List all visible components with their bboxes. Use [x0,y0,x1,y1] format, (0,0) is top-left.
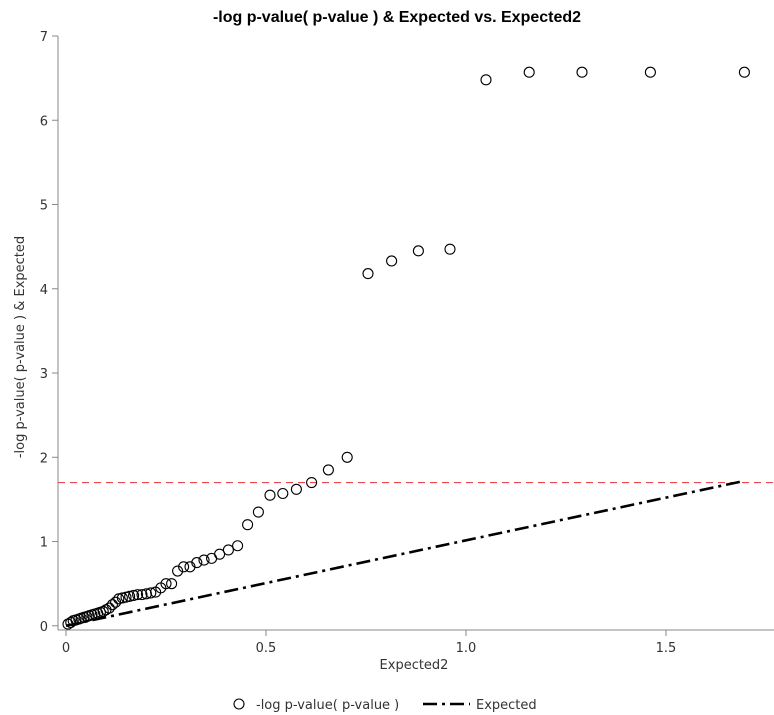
data-point [277,487,289,500]
data-point [124,590,136,602]
y-tick-label: 4 [40,283,48,298]
data-point [160,578,172,590]
data-point [132,589,144,601]
data-point [644,66,656,78]
data-point [198,554,210,566]
y-tick-label: 5 [40,199,48,214]
x-tick-label: 1.5 [656,641,677,656]
legend-label-expected: Expected [476,698,537,713]
y-tick-label: 1 [40,536,48,551]
data-point [172,565,184,577]
data-point [386,255,398,267]
data-point [232,540,244,552]
data-point [136,589,148,601]
y-tick-label: 2 [40,451,48,466]
y-tick-label: 3 [40,367,48,382]
x-ticks: 0 0.5 1.0 1.5 [62,630,676,656]
data-point [103,602,115,614]
data-point [106,599,118,611]
x-tick-label: 0 [62,641,70,656]
data-point [480,74,492,86]
y-ticks: 0 1 2 3 4 5 6 7 [40,30,58,635]
data-point [222,544,234,556]
expected-line [65,479,745,628]
legend-label-points: -log p-value( p-value ) [256,698,399,713]
x-tick-label: 1.0 [456,641,477,656]
legend: -log p-value( p-value ) Expected [233,698,537,713]
data-point [166,578,178,590]
y-axis-label: -log p-value( p-value ) & Expected [13,236,28,458]
data-point [341,451,353,463]
data-point [242,519,254,531]
data-point [214,548,226,560]
data-point [178,561,190,573]
points-series [62,66,750,630]
data-point [128,589,140,602]
chart-title: -log p-value( p-value ) & Expected vs. E… [213,9,581,26]
data-point [362,268,374,280]
plot-frame [58,36,774,630]
data-point [322,464,334,476]
data-point [97,605,109,618]
data-point [576,66,588,78]
data-point [191,557,203,569]
data-point [444,243,456,255]
data-point [412,245,424,257]
x-tick-label: 0.5 [256,641,277,656]
data-point [306,477,318,489]
y-tick-label: 0 [40,620,48,635]
data-point [145,587,157,599]
data-point [523,66,535,78]
data-point [290,483,302,495]
x-axis-label: Expected2 [380,658,449,673]
y-tick-label: 7 [40,30,48,45]
plot-area [57,36,774,631]
data-point [738,66,750,78]
y-tick-label: 6 [40,114,48,129]
legend-marker-circle [233,698,245,710]
data-point [252,506,264,518]
data-point [264,489,276,501]
